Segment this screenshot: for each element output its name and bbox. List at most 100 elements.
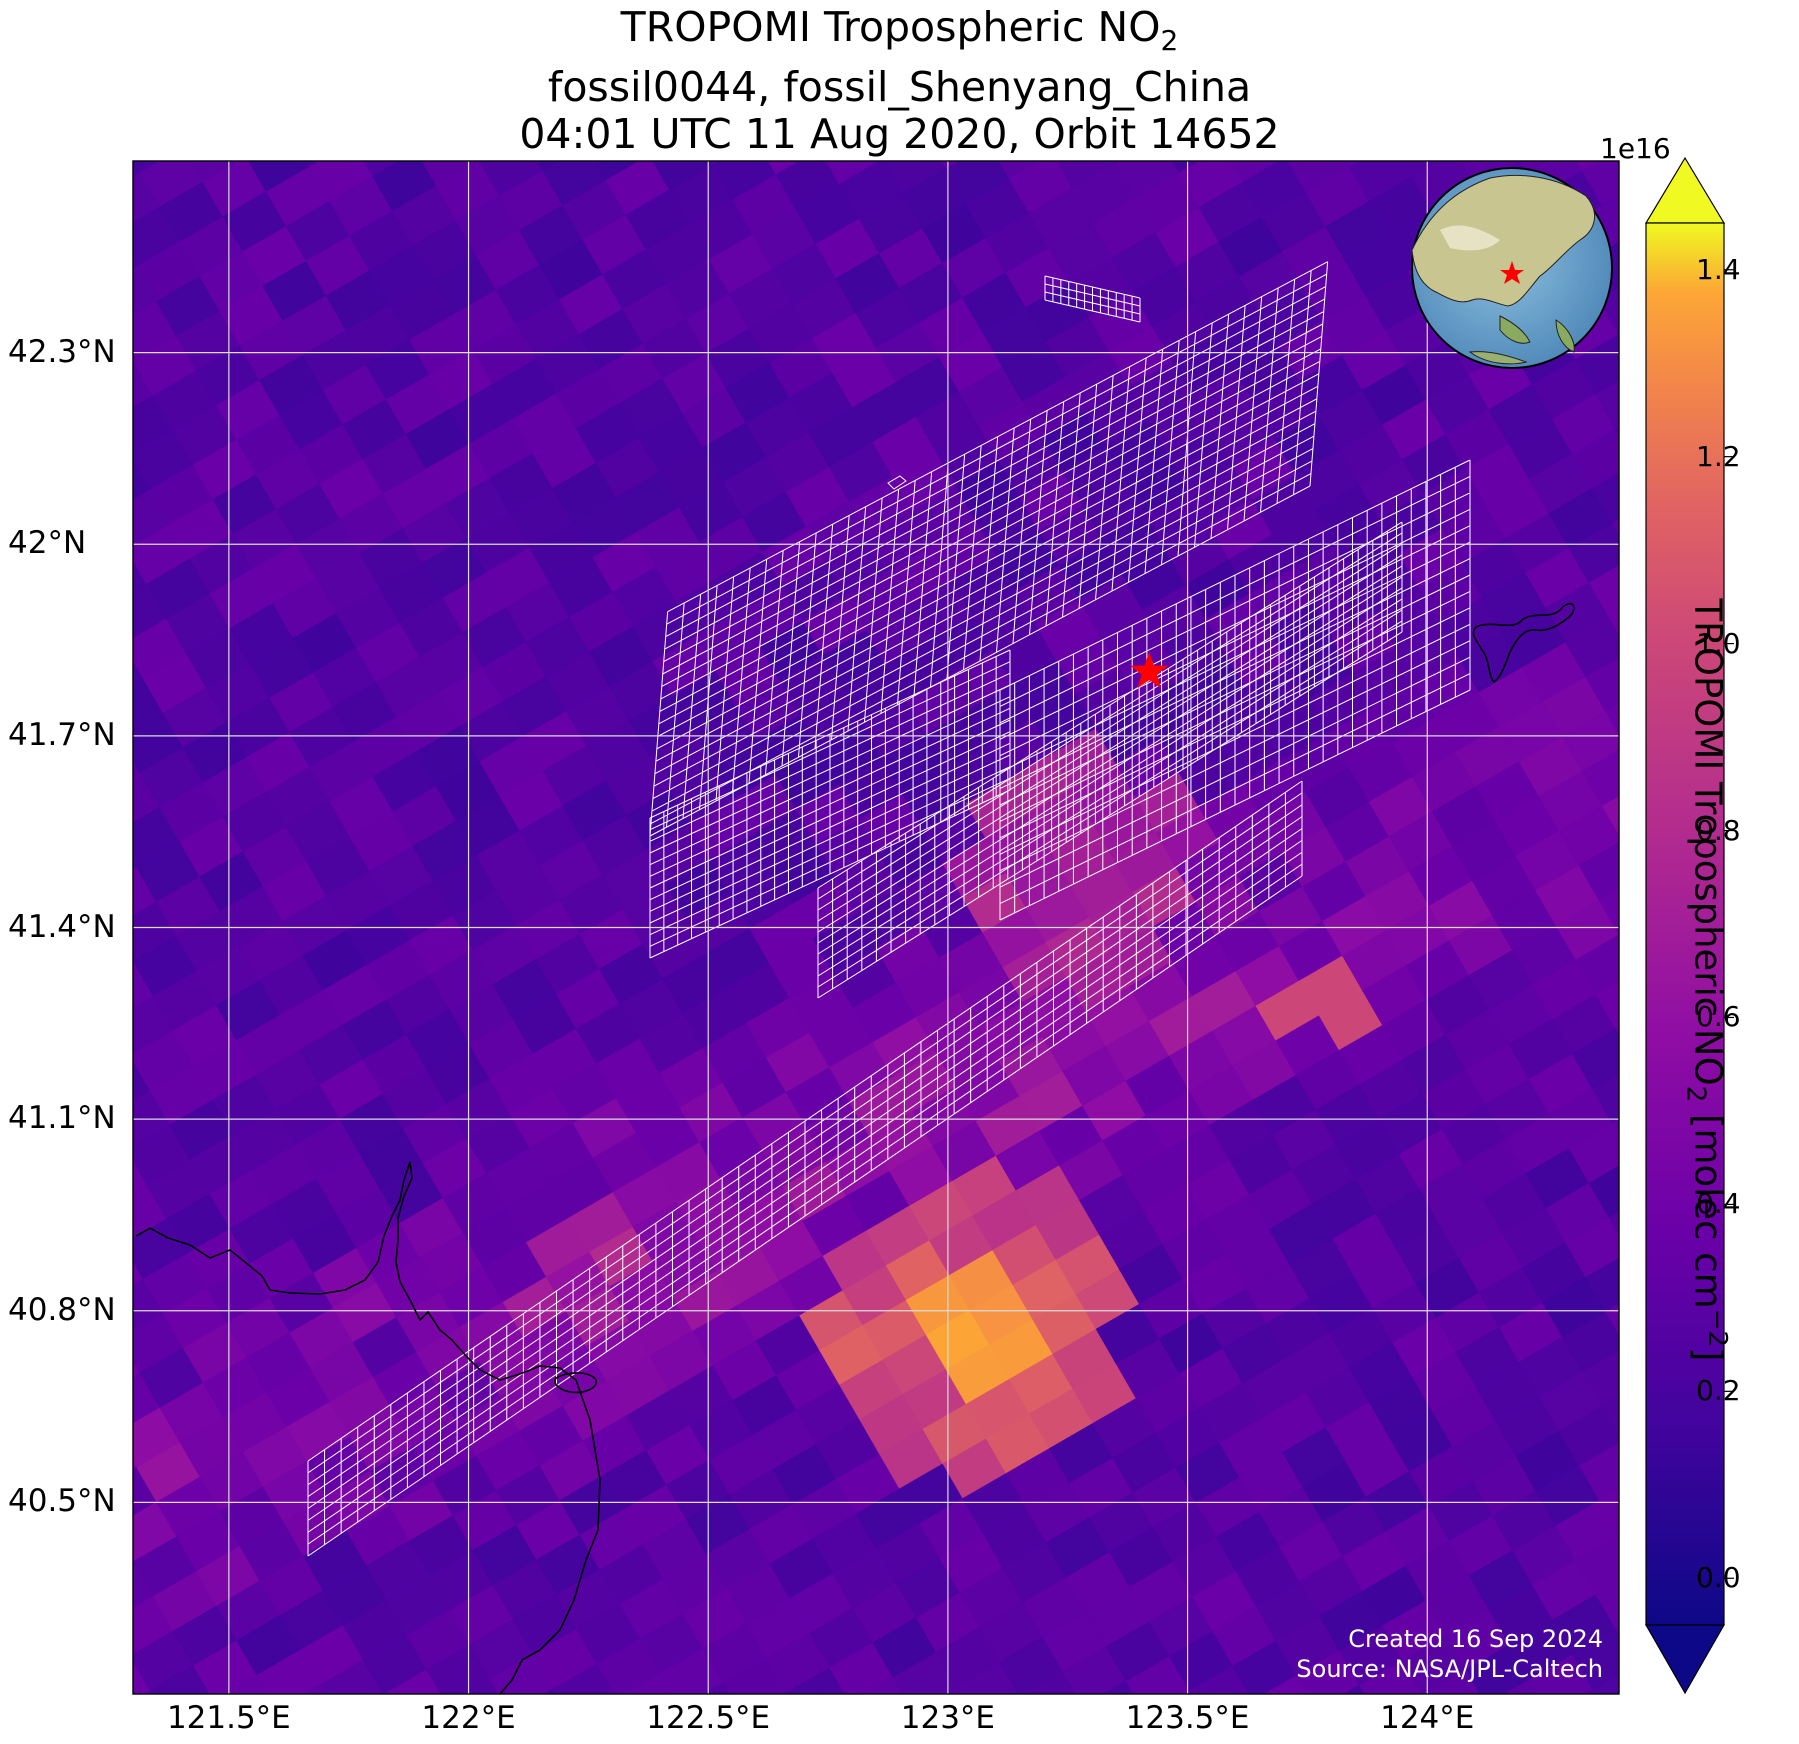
no2-pixel <box>785 1667 846 1694</box>
no2-pixel <box>1585 1257 1619 1313</box>
no2-pixel <box>1023 1671 1077 1694</box>
no2-pixel <box>133 260 137 269</box>
colorbar-title-end: ] <box>1686 1347 1730 1362</box>
colorbar-tick-label: 1.4 <box>1696 252 1741 286</box>
footprint-swath <box>649 649 1011 959</box>
no2-pixel <box>190 1735 253 1744</box>
no2-pixel <box>1263 1675 1308 1694</box>
footprint-swath <box>649 261 1329 837</box>
no2-pixel <box>67 1621 130 1681</box>
no2-pixel <box>1423 1669 1481 1694</box>
no2-pixel <box>1578 1442 1619 1501</box>
lat-tick-label: 40.5°N <box>8 1483 116 1520</box>
no2-pixel <box>629 96 692 156</box>
no2-pixel <box>863 100 926 160</box>
no2-pixel <box>383 1669 442 1694</box>
no2-pixel <box>1598 888 1619 936</box>
no2-pixel <box>1572 1629 1619 1690</box>
no2-pixel <box>1266 98 1329 158</box>
no2-pixel <box>1571 428 1619 489</box>
no2-pixel <box>1615 1026 1619 1036</box>
no2-pixel <box>1581 749 1619 807</box>
no2-pixel <box>223 1674 268 1694</box>
chart-title: TROPOMI Tropospheric NO2 fossil0044, fos… <box>0 4 1799 158</box>
no2-pixel <box>133 860 137 870</box>
no2-pixel <box>396 92 459 152</box>
no2-pixel <box>998 161 1041 179</box>
lat-tick-label: 42°N <box>8 525 87 562</box>
no2-pixel <box>1602 1396 1619 1436</box>
no2-pixel <box>1585 657 1619 713</box>
no2-pixel <box>1699 1649 1762 1709</box>
no2-pixel <box>363 161 401 177</box>
globe-plateau <box>1440 225 1500 251</box>
globe-sea-islands <box>1499 315 1531 344</box>
no2-pixel <box>1591 472 1619 524</box>
no2-pixel <box>1040 1706 1103 1744</box>
no2-pixel <box>319 1659 384 1694</box>
lat-tick-label: 40.8°N <box>8 1291 116 1328</box>
no2-pixel <box>1542 77 1605 137</box>
colorbar-extend-max <box>1644 156 1726 224</box>
no2-pixel <box>1575 334 1619 395</box>
colorbar-ticks <box>1724 269 1734 1579</box>
footprint-fragment <box>887 475 907 490</box>
no2-pixel <box>543 1688 557 1694</box>
site-marker <box>1130 652 1169 689</box>
no2-pixel <box>1562 1311 1619 1373</box>
no2-pixel <box>1572 1028 1619 1090</box>
no2-pixel <box>1565 1217 1619 1278</box>
no2-pixel <box>1676 1708 1739 1744</box>
no2-pixel <box>333 82 396 142</box>
oco-footprint-grid <box>307 261 1471 1557</box>
no2-pixel <box>1032 94 1095 154</box>
no2-pixel <box>1612 1119 1619 1136</box>
footprint-swath <box>999 459 1471 921</box>
no2-pixel <box>806 1702 869 1744</box>
colorbar-exponent: 1e16 <box>1600 132 1671 165</box>
no2-pixel <box>1633 1733 1696 1744</box>
no2-pixel <box>163 88 226 148</box>
no2-pixel <box>1202 88 1265 148</box>
no2-pixel <box>1139 78 1202 138</box>
no2-pixel <box>536 161 561 172</box>
lon-tick-label: 122.5°E <box>646 1700 771 1736</box>
no2-pixel <box>503 76 566 136</box>
lon-tick-label: 123°E <box>900 1700 996 1736</box>
no2-pixel <box>1561 711 1619 772</box>
no2-pixel <box>1601 795 1619 836</box>
no2-pixel <box>573 1698 636 1744</box>
colorbar-title-subscript: 2 <box>1680 1085 1711 1103</box>
colorbar-tick-label: 1.2 <box>1696 439 1741 473</box>
colorbar-gradient <box>1645 222 1725 1626</box>
no2-pixel <box>1592 1673 1619 1694</box>
no2-pixel <box>1582 1350 1619 1407</box>
no2-pixel <box>767 161 801 175</box>
no2-pixel <box>566 86 629 146</box>
no2-pixel <box>1608 611 1619 636</box>
lat-tick-label: 41.7°N <box>8 716 116 753</box>
no2-pixel <box>710 161 721 166</box>
lon-tick-label: 124°E <box>1380 1700 1475 1736</box>
no2-pixel <box>1568 1123 1619 1184</box>
no2-pixel <box>1611 518 1619 536</box>
no2-pixel <box>1588 565 1619 618</box>
no2-pixel <box>133 161 161 173</box>
no2-pixel <box>1598 1488 1619 1536</box>
colorbar-title: TROPOMI Tropospheric NO2 [molec cm−2] <box>1680 430 1732 1530</box>
no2-pixel <box>863 1676 903 1694</box>
no2-pixel <box>1595 1581 1619 1630</box>
no2-pixel <box>969 84 1032 144</box>
no2-pixel <box>1592 1073 1619 1124</box>
no2-pixel <box>1506 1714 1569 1744</box>
no2-pixel <box>1595 380 1619 430</box>
lat-tick-label: 41.1°N <box>8 1100 116 1137</box>
colorbar-extend-min <box>1644 1624 1726 1695</box>
no2-pixel <box>305 161 321 168</box>
no2-pixel <box>100 78 163 138</box>
source-credit: Source: NASA/JPL-Caltech <box>1296 1655 1603 1683</box>
footprint-swath <box>817 521 1403 999</box>
globe-australia-edge <box>1468 351 1528 365</box>
no2-pixel <box>63 1716 126 1744</box>
